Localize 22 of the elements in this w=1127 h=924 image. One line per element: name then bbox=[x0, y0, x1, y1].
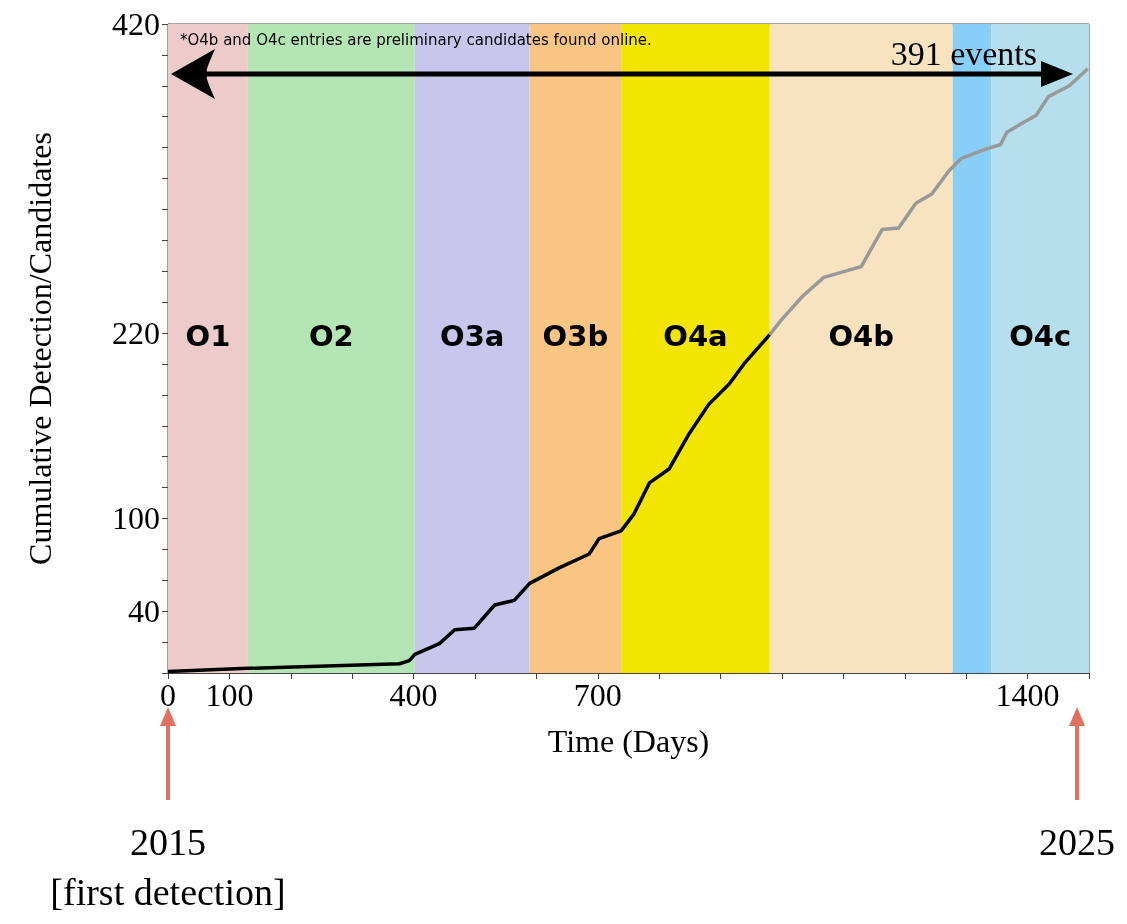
x-tick-label: 0 bbox=[160, 677, 176, 713]
y-tick-label: 100 bbox=[112, 500, 160, 537]
x-tick-label: 700 bbox=[573, 677, 622, 713]
band-label: O4b bbox=[828, 318, 894, 353]
band-label: O3b bbox=[542, 318, 609, 353]
y-tick-label: 220 bbox=[112, 315, 160, 352]
band-label: O2 bbox=[308, 318, 354, 353]
x-tick-label: 1400 bbox=[995, 677, 1060, 713]
annotation: 391 events bbox=[890, 34, 1037, 72]
x-tick-label: 100 bbox=[205, 677, 254, 713]
text: 2025 bbox=[1039, 821, 1116, 863]
annotation: *O4b and O4c entries are preliminary candidates found online. bbox=[180, 30, 652, 49]
text: 2015 [first detection] bbox=[50, 821, 286, 913]
band-label: O3a bbox=[440, 318, 505, 353]
x-axis-title: Time (Days) bbox=[547, 723, 710, 759]
y-tick-label: 40 bbox=[128, 593, 160, 630]
band-label: O4a bbox=[663, 318, 728, 353]
x-tick-label: 400 bbox=[389, 677, 438, 713]
y-axis-title: Cumulative Detection/Candidates bbox=[22, 132, 58, 565]
band-label: O4c bbox=[1009, 318, 1072, 353]
y-tick-label: 420 bbox=[112, 6, 160, 42]
band-label: O1 bbox=[185, 318, 231, 353]
